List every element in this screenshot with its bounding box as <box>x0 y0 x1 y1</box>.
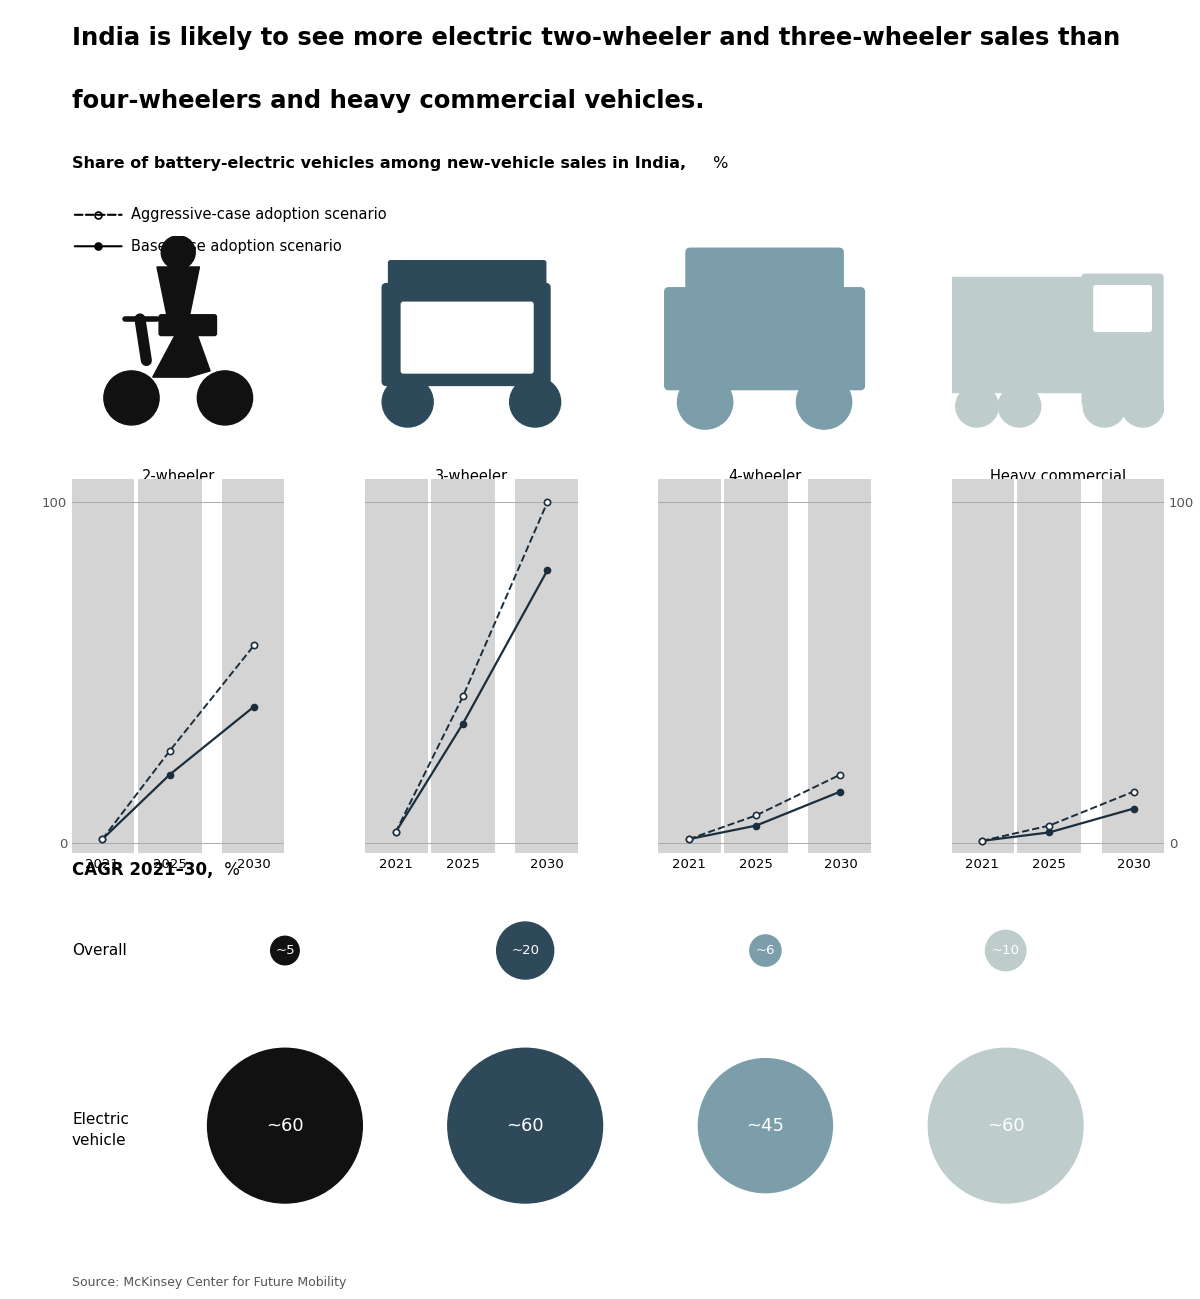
Text: ~60: ~60 <box>986 1117 1025 1134</box>
Ellipse shape <box>208 1048 362 1203</box>
Bar <box>431 478 496 852</box>
FancyBboxPatch shape <box>1094 286 1151 331</box>
Circle shape <box>1084 386 1126 427</box>
Text: ~10: ~10 <box>991 944 1020 957</box>
Bar <box>71 478 134 852</box>
Ellipse shape <box>271 937 299 965</box>
Bar <box>138 478 202 852</box>
Bar <box>222 478 286 852</box>
Bar <box>950 478 1014 852</box>
Bar <box>656 478 721 852</box>
Bar <box>952 278 1090 392</box>
Text: four-wheelers and heavy commercial vehicles.: four-wheelers and heavy commercial vehic… <box>72 88 704 113</box>
Text: CAGR 2021–30,: CAGR 2021–30, <box>72 861 214 879</box>
Text: ~5: ~5 <box>275 944 295 957</box>
FancyBboxPatch shape <box>665 288 864 390</box>
Text: Heavy commercial
vehicles: Heavy commercial vehicles <box>990 469 1126 501</box>
Text: 3-wheeler: 3-wheeler <box>434 469 508 483</box>
Polygon shape <box>152 330 210 377</box>
Ellipse shape <box>698 1059 833 1192</box>
Circle shape <box>382 377 433 427</box>
Ellipse shape <box>497 922 553 979</box>
Circle shape <box>161 236 196 269</box>
Ellipse shape <box>985 930 1026 970</box>
FancyBboxPatch shape <box>1082 274 1163 405</box>
Polygon shape <box>157 268 199 320</box>
Text: ~60: ~60 <box>506 1117 544 1134</box>
Text: Share of battery-electric vehicles among new-vehicle sales in India,: Share of battery-electric vehicles among… <box>72 156 686 171</box>
Bar <box>1102 478 1165 852</box>
Ellipse shape <box>448 1048 602 1203</box>
FancyBboxPatch shape <box>686 248 844 303</box>
Text: ~60: ~60 <box>266 1117 304 1134</box>
Circle shape <box>104 372 160 425</box>
Text: Overall: Overall <box>72 943 127 959</box>
Text: ~45: ~45 <box>746 1117 785 1134</box>
Text: Source: McKinsey Center for Future Mobility: Source: McKinsey Center for Future Mobil… <box>72 1277 347 1290</box>
Text: %: % <box>220 861 240 879</box>
Bar <box>724 478 788 852</box>
FancyBboxPatch shape <box>401 303 533 373</box>
FancyBboxPatch shape <box>389 261 546 296</box>
FancyBboxPatch shape <box>382 283 550 386</box>
Text: ~20: ~20 <box>511 944 539 957</box>
Text: ~6: ~6 <box>756 944 775 957</box>
Text: Electric
vehicle: Electric vehicle <box>72 1112 130 1148</box>
Text: Aggressive-case adoption scenario: Aggressive-case adoption scenario <box>131 208 386 222</box>
Text: Base-case adoption scenario: Base-case adoption scenario <box>131 239 342 253</box>
Ellipse shape <box>750 935 781 966</box>
Bar <box>1018 478 1081 852</box>
Bar <box>515 478 580 852</box>
Text: 4-wheeler: 4-wheeler <box>728 469 802 483</box>
Text: %: % <box>708 156 728 171</box>
FancyBboxPatch shape <box>160 314 216 335</box>
Ellipse shape <box>929 1048 1084 1203</box>
Circle shape <box>678 375 733 429</box>
Circle shape <box>197 372 252 425</box>
Bar <box>809 478 872 852</box>
Circle shape <box>510 377 560 427</box>
Circle shape <box>797 375 852 429</box>
Bar <box>364 478 427 852</box>
Circle shape <box>1122 386 1164 427</box>
Text: 2-wheeler: 2-wheeler <box>142 469 215 483</box>
Circle shape <box>998 386 1040 427</box>
Circle shape <box>955 386 998 427</box>
Text: India is likely to see more electric two-wheeler and three-wheeler sales than: India is likely to see more electric two… <box>72 26 1121 49</box>
